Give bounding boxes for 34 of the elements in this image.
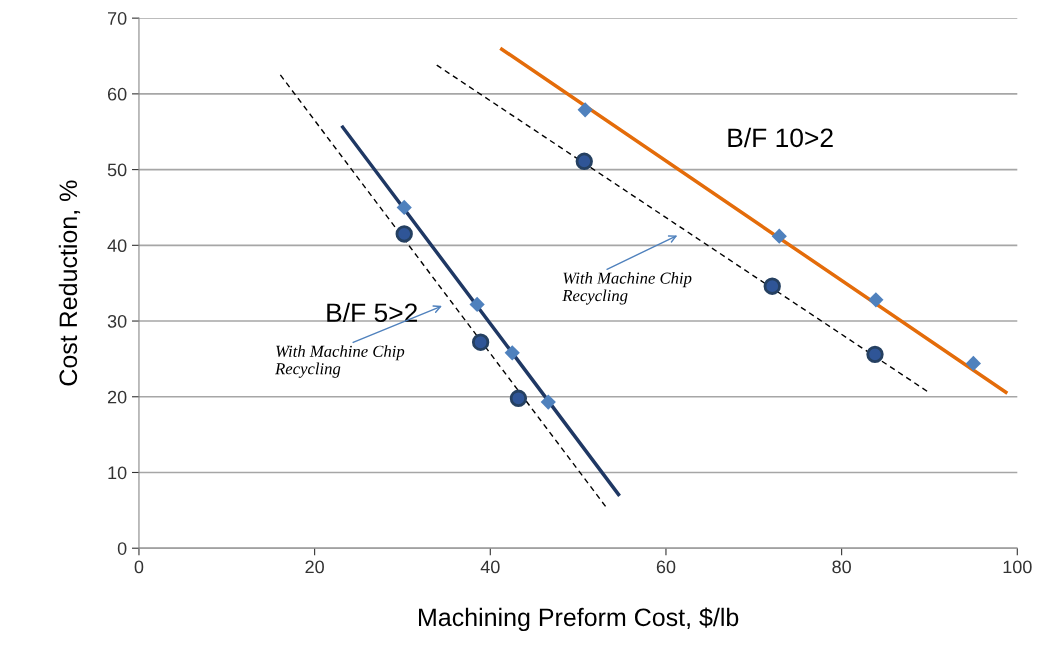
y-tick-label: 10 bbox=[108, 466, 127, 480]
annotation: With Machine Chip Recycling bbox=[562, 272, 692, 305]
x-tick-label: 0 bbox=[134, 560, 144, 574]
point bbox=[504, 345, 520, 361]
y-tick-label: 30 bbox=[107, 314, 127, 328]
y-tick-label: 70 bbox=[108, 12, 127, 25]
x-axis-title: Machining Preform Cost, $/lb bbox=[419, 607, 739, 632]
point bbox=[868, 292, 884, 308]
point bbox=[763, 277, 781, 295]
y-tick-label: 20 bbox=[107, 390, 127, 404]
point bbox=[575, 152, 593, 170]
point bbox=[471, 333, 490, 351]
point bbox=[771, 228, 787, 244]
point bbox=[396, 199, 412, 216]
series-label: B/F 5>2 bbox=[327, 302, 417, 323]
x-tick-label: 80 bbox=[832, 560, 851, 574]
point bbox=[469, 296, 485, 312]
point bbox=[395, 225, 413, 243]
y-tick-label: 60 bbox=[107, 87, 127, 101]
point bbox=[509, 389, 528, 407]
y-axis-title: Cost Reduction, % bbox=[58, 180, 81, 386]
y-tick-label: 40 bbox=[107, 239, 127, 253]
x-tick-label: 20 bbox=[305, 560, 324, 574]
series-label: B/F 10>2 bbox=[728, 127, 833, 148]
y-tick-label: 0 bbox=[117, 542, 127, 555]
x-tick-label: 40 bbox=[480, 560, 500, 574]
x-tick-label: 100 bbox=[1003, 560, 1032, 574]
point bbox=[577, 102, 593, 118]
point bbox=[866, 345, 884, 364]
point bbox=[540, 394, 556, 410]
x-tick-label: 60 bbox=[656, 560, 676, 574]
point bbox=[965, 355, 981, 372]
annotation: With Machine Chip Recycling bbox=[275, 345, 405, 378]
y-tick-label: 50 bbox=[107, 163, 127, 177]
